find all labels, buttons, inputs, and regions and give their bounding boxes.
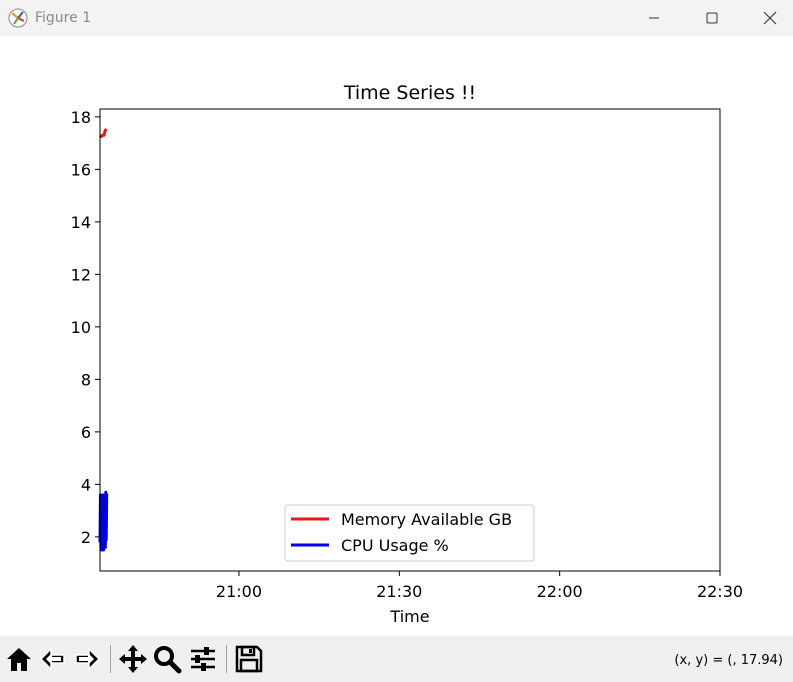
y-tick-label: 18 xyxy=(71,108,91,127)
legend-box xyxy=(284,504,535,562)
toolbar-separator xyxy=(110,645,111,673)
y-tick-label: 12 xyxy=(71,265,91,284)
maximize-icon xyxy=(706,12,718,24)
toolbar-separator xyxy=(226,645,227,673)
figure-canvas[interactable]: 2 4 6 8 10 12 14 16 18 21:00 21:30 22:00 22:30 Time… xyxy=(0,36,793,636)
save-icon[interactable] xyxy=(234,644,264,674)
y-tick-label: 8 xyxy=(81,370,91,389)
minimize-button[interactable] xyxy=(625,0,683,36)
chart-title: Time Series !! xyxy=(343,82,476,104)
minimize-icon xyxy=(649,17,659,19)
forward-icon[interactable] xyxy=(72,644,102,674)
back-icon[interactable] xyxy=(38,644,68,674)
home-icon[interactable] xyxy=(4,644,34,674)
y-axis: 2 4 6 8 10 12 14 16 18 xyxy=(71,108,100,547)
y-tick-label: 14 xyxy=(71,213,91,232)
pan-icon[interactable] xyxy=(118,644,148,674)
cpu-usage-series-line xyxy=(98,490,109,552)
legend-label-cpu: CPU Usage % xyxy=(341,536,449,555)
x-axis: 21:00 21:30 22:00 22:30 xyxy=(216,571,743,601)
x-tick-label: 21:00 xyxy=(216,582,262,601)
memory-available-series-line xyxy=(98,128,108,139)
legend-label-memory: Memory Available GB xyxy=(341,510,512,529)
plot-lines xyxy=(98,128,109,552)
close-icon xyxy=(763,11,777,25)
navigation-toolbar: (x, y) = (, 17.94) xyxy=(0,636,793,682)
line-chart[interactable]: 2 4 6 8 10 12 14 16 18 21:00 21:30 22:00 22:30 Time… xyxy=(0,36,793,636)
window-title: Figure 1 xyxy=(35,10,92,26)
zoom-icon[interactable] xyxy=(152,644,182,674)
y-tick-label: 10 xyxy=(71,318,91,337)
matplotlib-icon xyxy=(8,8,28,28)
y-tick-label: 6 xyxy=(81,423,91,442)
y-tick-label: 16 xyxy=(71,160,91,179)
window-titlebar: Figure 1 xyxy=(0,0,793,36)
maximize-button[interactable] xyxy=(683,0,741,36)
x-axis-label: Time xyxy=(389,607,429,626)
legend: Memory Available GB CPU Usage % xyxy=(284,504,535,562)
x-tick-label: 22:00 xyxy=(537,582,583,601)
x-tick-label: 21:30 xyxy=(376,582,422,601)
y-tick-label: 4 xyxy=(81,475,91,494)
configure-subplots-icon[interactable] xyxy=(188,644,218,674)
cursor-coordinates: (x, y) = (, 17.94) xyxy=(674,653,783,668)
axes-frame xyxy=(99,108,721,572)
x-tick-label: 22:30 xyxy=(697,582,743,601)
y-tick-label: 2 xyxy=(81,528,91,547)
close-button[interactable] xyxy=(741,0,793,36)
